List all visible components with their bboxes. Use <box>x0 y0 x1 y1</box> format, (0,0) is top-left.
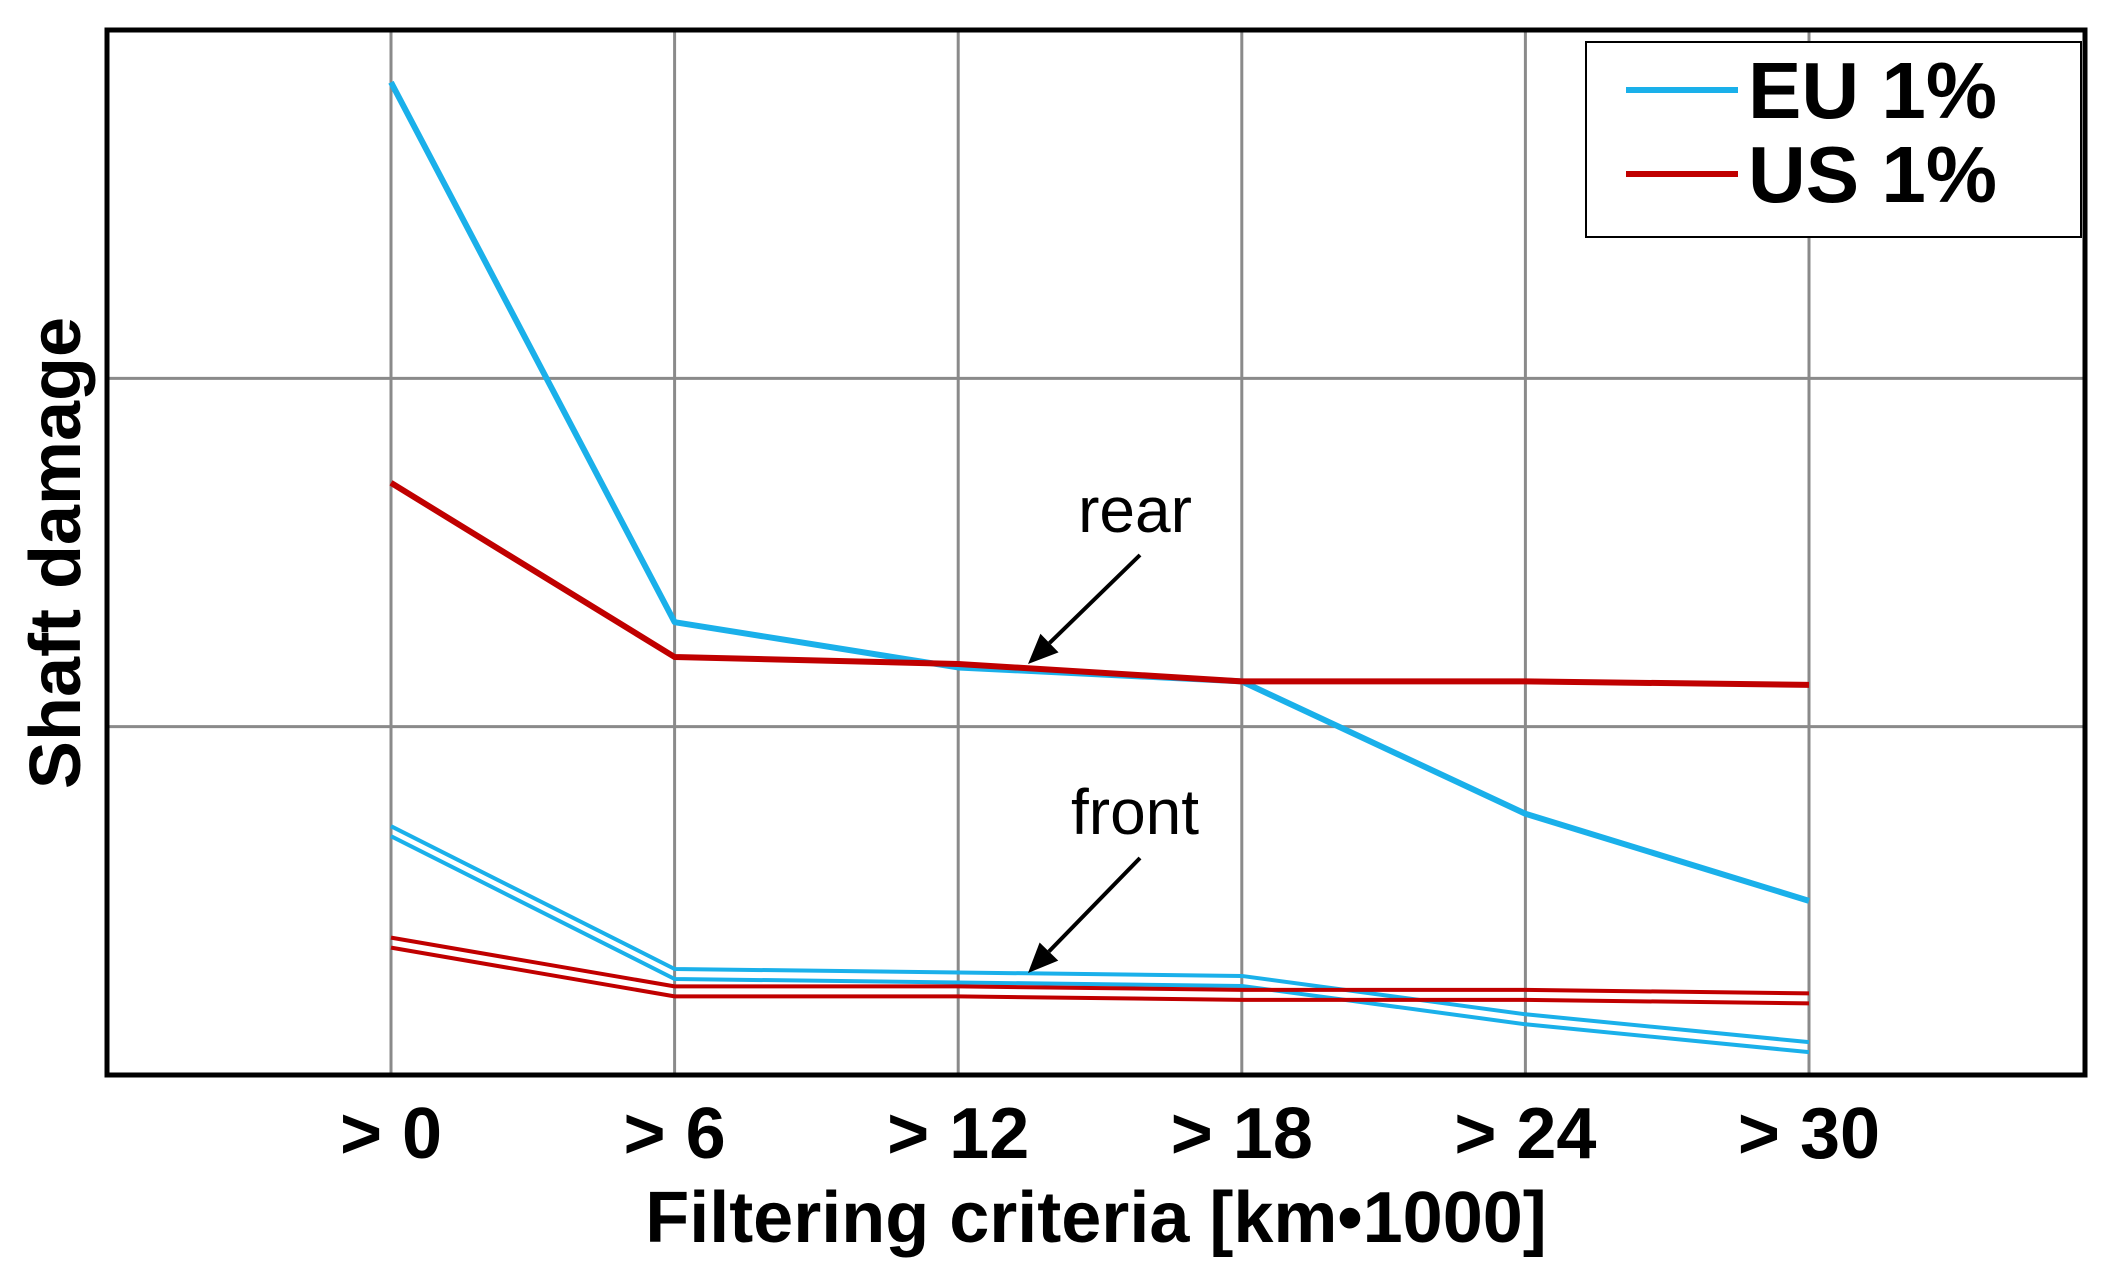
x-tick-label: > 6 <box>624 1094 726 1174</box>
annotation-front-label: front <box>1071 776 1199 848</box>
plot-frame <box>104 27 2088 1078</box>
series-line-front-eu <box>390 824 1810 1045</box>
x-tick-label: > 18 <box>1171 1094 1313 1174</box>
annotation-rear: rear <box>1028 474 1192 664</box>
series-line-rear-us <box>389 480 1810 688</box>
annotation-rear-label: rear <box>1078 474 1192 546</box>
legend: EU 1% US 1% <box>1585 41 2082 238</box>
x-tick-label: > 0 <box>340 1094 442 1174</box>
annotation-front-arrow <box>1047 856 1142 953</box>
annotation-rear-arrowhead <box>1028 633 1059 664</box>
annotation-front-arrowhead <box>1028 942 1059 973</box>
series-line-front-us <box>390 945 1810 1006</box>
legend-label-us: US 1% <box>1748 130 1997 219</box>
legend-label-eu: EU 1% <box>1748 46 1997 135</box>
x-axis-label: Filtering criteria [km•1000] <box>645 1178 1547 1258</box>
x-tick-label: > 24 <box>1454 1094 1596 1174</box>
annotation-front: front <box>1028 776 1199 973</box>
annotation-rear-arrow <box>1048 553 1142 645</box>
y-axis-label: Shaft damage <box>16 317 96 789</box>
series-line-front-us <box>390 935 1810 996</box>
x-tick-labels: > 0 > 6 > 12 > 18 > 24 > 30 <box>340 1094 1880 1174</box>
legend-box <box>1585 41 2082 238</box>
x-tick-label: > 30 <box>1738 1094 1880 1174</box>
x-tick-label: > 12 <box>887 1094 1029 1174</box>
series-lines <box>388 80 1810 1055</box>
series-line-front-eu <box>390 834 1810 1055</box>
